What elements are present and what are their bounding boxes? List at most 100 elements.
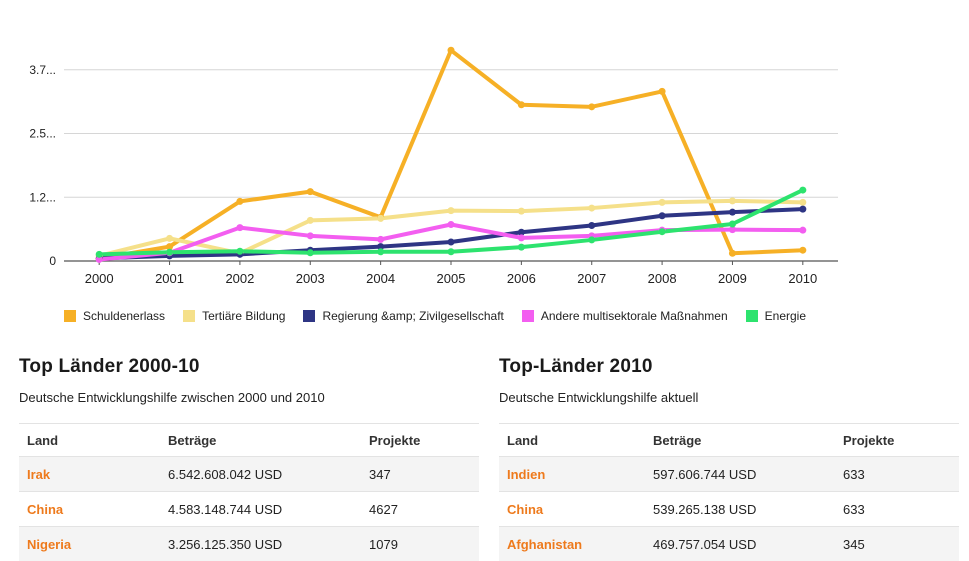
data-point: [729, 197, 736, 204]
legend-label: Schuldenerlass: [83, 309, 165, 323]
data-point: [166, 249, 173, 256]
data-point: [377, 248, 384, 255]
panel-title: Top Länder 2000-10: [19, 356, 479, 378]
legend-swatch: [183, 310, 195, 322]
x-tick-label: 2007: [577, 271, 606, 286]
data-point: [729, 220, 736, 227]
data-point: [307, 217, 314, 224]
amount-cell: 597.606.744 USD: [645, 457, 835, 492]
x-tick-label: 2008: [648, 271, 677, 286]
data-point: [729, 250, 736, 257]
data-point: [588, 205, 595, 212]
projects-cell: 4627: [361, 492, 479, 527]
x-tick-label: 2009: [718, 271, 747, 286]
amount-cell: 4.583.148.744 USD: [160, 492, 361, 527]
chart-legend: Schuldenerlass Tertiäre Bildung Regierung …: [64, 309, 806, 323]
data-point: [307, 249, 314, 256]
legend-item[interactable]: Schuldenerlass: [64, 309, 165, 323]
legend-item[interactable]: Andere multisektorale Maßnahmen: [522, 309, 728, 323]
legend-swatch: [522, 310, 534, 322]
data-point: [799, 206, 806, 213]
data-point: [659, 199, 666, 206]
data-point: [518, 208, 525, 215]
series-lines: [99, 50, 803, 259]
data-point: [448, 207, 455, 214]
x-tick-label: 2002: [225, 271, 254, 286]
top-countries-2000-10-panel: Top Länder 2000-10 Deutsche Entwicklungs…: [19, 356, 479, 561]
country-link[interactable]: China: [19, 492, 160, 527]
data-point: [518, 101, 525, 108]
x-tick-label: 2004: [366, 271, 395, 286]
data-point: [448, 47, 455, 54]
table-row: Irak 6.542.608.042 USD 347: [19, 457, 479, 492]
legend-item[interactable]: Regierung &amp; Zivilgesellschaft: [303, 309, 503, 323]
panel-subtitle: Deutsche Entwicklungshilfe zwischen 2000…: [19, 390, 479, 405]
data-point: [588, 236, 595, 243]
legend-swatch: [746, 310, 758, 322]
legend-item[interactable]: Tertiäre Bildung: [183, 309, 285, 323]
data-point: [377, 215, 384, 222]
column-header-betraege: Beträge: [160, 424, 361, 457]
data-point: [377, 236, 384, 243]
x-tick-label: 2005: [437, 271, 466, 286]
legend-label: Tertiäre Bildung: [202, 309, 285, 323]
data-point: [799, 247, 806, 254]
data-point: [518, 234, 525, 241]
data-point: [236, 224, 243, 231]
projects-cell: 633: [835, 457, 959, 492]
data-point: [659, 228, 666, 235]
table-row: China 539.265.138 USD 633: [499, 492, 959, 527]
column-header-betraege: Beträge: [645, 424, 835, 457]
column-header-land: Land: [19, 424, 160, 457]
data-point: [729, 209, 736, 216]
legend-swatch: [64, 310, 76, 322]
projects-cell: 347: [361, 457, 479, 492]
x-tick-label: 2000: [85, 271, 114, 286]
legend-item[interactable]: Energie: [746, 309, 806, 323]
y-axis: 0 1.2... 2.5... 3.7...: [29, 63, 56, 268]
y-tick-label: 2.5...: [29, 127, 56, 141]
column-header-projekte: Projekte: [835, 424, 959, 457]
country-link[interactable]: Indien: [499, 457, 645, 492]
table-row: Indien 597.606.744 USD 633: [499, 457, 959, 492]
y-tick-label: 0: [49, 254, 56, 268]
x-tick-label: 2003: [296, 271, 325, 286]
x-tick-label: 2006: [507, 271, 536, 286]
amount-cell: 539.265.138 USD: [645, 492, 835, 527]
projects-cell: 633: [835, 492, 959, 527]
data-point: [236, 248, 243, 255]
data-point: [448, 221, 455, 228]
table-header-row: Land Beträge Projekte: [19, 424, 479, 457]
data-point: [659, 88, 666, 95]
data-point: [307, 188, 314, 195]
legend-label: Andere multisektorale Maßnahmen: [541, 309, 728, 323]
data-point: [307, 232, 314, 239]
legend-swatch: [303, 310, 315, 322]
legend-label: Energie: [765, 309, 806, 323]
table-header-row: Land Beträge Projekte: [499, 424, 959, 457]
data-point: [236, 198, 243, 205]
country-link[interactable]: Irak: [19, 457, 160, 492]
column-header-land: Land: [499, 424, 645, 457]
data-point: [588, 103, 595, 110]
top-countries-2010-panel: Top-Länder 2010 Deutsche Entwicklungshil…: [499, 356, 959, 561]
data-point: [96, 251, 103, 258]
panel-title: Top-Länder 2010: [499, 356, 959, 378]
data-point: [659, 212, 666, 219]
countries-table: Land Beträge Projekte Irak 6.542.608.042…: [19, 423, 479, 561]
countries-table: Land Beträge Projekte Indien 597.606.744…: [499, 423, 959, 561]
data-point: [448, 248, 455, 255]
amount-cell: 6.542.608.042 USD: [160, 457, 361, 492]
table-row: China 4.583.148.744 USD 4627: [19, 492, 479, 527]
data-point: [799, 187, 806, 194]
y-tick-label: 1.2...: [29, 190, 56, 204]
country-link[interactable]: China: [499, 492, 645, 527]
data-point: [588, 222, 595, 229]
data-point: [799, 199, 806, 206]
panel-subtitle: Deutsche Entwicklungshilfe aktuell: [499, 390, 959, 405]
y-tick-label: 3.7...: [29, 63, 56, 77]
x-tick-label: 2010: [788, 271, 817, 286]
legend-label: Regierung &amp; Zivilgesellschaft: [322, 309, 503, 323]
x-tick-label: 2001: [155, 271, 184, 286]
data-point: [166, 235, 173, 242]
